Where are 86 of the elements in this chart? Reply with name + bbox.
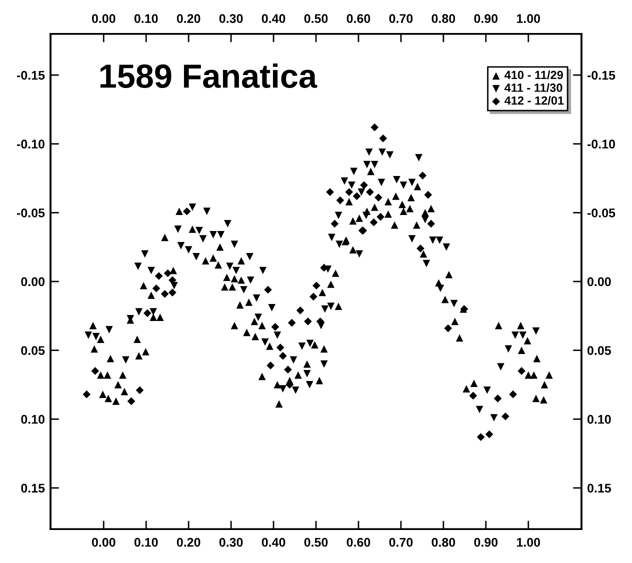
x-tick-label: 0.70 [389, 538, 413, 547]
x2-tick-label: 0.50 [304, 14, 328, 23]
x-tick-label: 0.90 [474, 538, 498, 547]
x-tick-label: 0.60 [346, 538, 370, 547]
point [427, 220, 436, 228]
x-tick-label: 0.10 [134, 538, 158, 547]
point [374, 194, 382, 202]
point [336, 196, 344, 204]
point [276, 344, 284, 352]
point [271, 322, 280, 331]
x2-tick-label: 0.20 [176, 14, 200, 23]
point [264, 286, 272, 294]
point [304, 317, 312, 326]
point [296, 306, 304, 314]
x2-tick-label: 0.10 [134, 14, 158, 23]
point [330, 220, 339, 228]
point [501, 412, 510, 420]
x-tick-label: 1.00 [516, 538, 540, 547]
x-tick-label: 0.50 [304, 538, 328, 547]
x2-tick-label: 0.70 [389, 14, 413, 23]
y-tick-label: 0.10 [21, 414, 44, 424]
y2-tick-label: -0.05 [587, 208, 616, 218]
y-tick-label: 0.05 [21, 346, 45, 355]
point [164, 269, 172, 278]
point [360, 181, 368, 190]
legend-label: 411 - 11/30 [504, 83, 562, 92]
x2-tick-label: 0.30 [219, 14, 243, 23]
point [376, 212, 384, 221]
point [326, 188, 334, 196]
y-tick-label: 0.15 [21, 484, 45, 493]
point [444, 324, 452, 332]
y2-tick-label: 0.15 [587, 484, 611, 493]
point [370, 218, 378, 226]
point [82, 390, 91, 398]
y-tick-label: 0.00 [21, 277, 44, 286]
x-tick-label: 0.00 [92, 538, 116, 547]
y-tick-label: -0.10 [17, 140, 44, 149]
point [469, 392, 478, 400]
point [310, 292, 318, 301]
legend-label: 412 - 12/01 [504, 96, 564, 105]
point [278, 352, 287, 360]
point [168, 288, 176, 296]
x-tick-label: 0.40 [262, 538, 286, 547]
y-tick-label: -0.05 [17, 208, 45, 218]
point [312, 282, 320, 290]
y2-tick-label: 0.10 [587, 414, 611, 424]
y2-tick-label: -0.15 [587, 70, 616, 80]
y2-tick-label: 0.05 [587, 346, 611, 355]
point [143, 309, 152, 318]
point [152, 284, 160, 292]
x2-tick-label: 0.80 [432, 14, 456, 23]
x2-tick-label: 0.00 [92, 14, 116, 23]
x2-tick-label: 0.40 [262, 14, 286, 23]
point [352, 192, 361, 200]
point [160, 290, 169, 298]
point [370, 123, 379, 132]
point [476, 433, 485, 441]
point [136, 386, 144, 394]
point [509, 390, 517, 398]
point [518, 367, 526, 375]
x-tick-label: 0.80 [432, 538, 456, 547]
legend-label: 410 - 11/29 [504, 70, 563, 80]
x2-tick-label: 1.00 [516, 14, 540, 23]
y2-tick-label: -0.10 [587, 140, 615, 149]
point [284, 366, 292, 374]
y2-tick-label: 0.00 [587, 277, 611, 286]
text: 1589 Fanatica [100, 64, 318, 88]
point [345, 188, 354, 196]
point [127, 397, 136, 406]
point [266, 362, 274, 370]
point [494, 394, 502, 402]
point [379, 134, 388, 142]
x2-tick-label: 0.90 [474, 14, 498, 23]
point [418, 172, 427, 180]
point [416, 244, 424, 252]
x-tick-label: 0.20 [176, 538, 200, 547]
point [485, 430, 494, 438]
point [424, 190, 432, 199]
point [154, 272, 163, 280]
point [91, 367, 100, 375]
point [366, 188, 374, 196]
x2-tick-label: 0.60 [346, 14, 370, 23]
point [182, 207, 191, 216]
point [288, 318, 296, 327]
x-tick-label: 0.30 [219, 538, 243, 547]
y-tick-label: -0.15 [17, 70, 45, 80]
